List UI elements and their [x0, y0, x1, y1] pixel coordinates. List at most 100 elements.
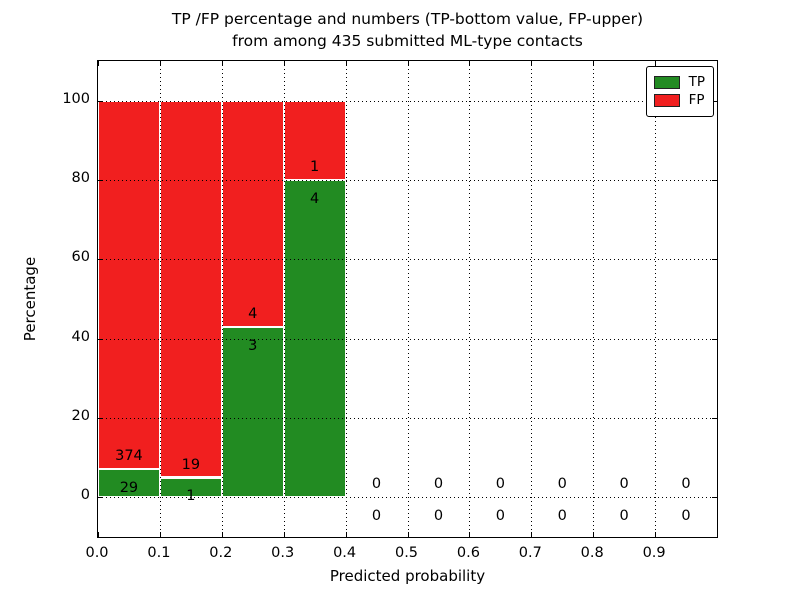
fp-count-label: 4 [248, 306, 258, 323]
x-tick-label: 0.5 [394, 545, 419, 561]
tp-bar-segment [221, 327, 284, 498]
tp-count-label: 0 [371, 508, 382, 525]
y-axis-tick-right [712, 100, 717, 102]
fp-count-label: 0 [557, 476, 567, 493]
x-tick-label: 0.1 [147, 545, 171, 561]
y-tick-label: 80 [71, 170, 90, 186]
x-tick-label: 0.8 [580, 545, 604, 561]
grid-line-vertical [345, 61, 347, 537]
x-axis-tick-top [531, 61, 533, 66]
x-axis-tick [531, 532, 533, 537]
grid-line-vertical [283, 61, 285, 537]
grid-line-horizontal [98, 497, 717, 499]
legend-item-fp: FP [653, 92, 705, 108]
legend: TP FP [645, 66, 714, 117]
grid-line-vertical [531, 61, 533, 537]
x-axis-tick-top [407, 61, 409, 66]
chart-title-line1: TP /FP percentage and numbers (TP-bottom… [171, 10, 644, 28]
fp-bar-segment [159, 100, 222, 478]
legend-label-fp: FP [688, 92, 705, 108]
fp-count-label: 0 [619, 476, 629, 493]
y-tick-label: 100 [62, 90, 90, 107]
y-axis-tick-right [712, 338, 717, 340]
x-tick-label: 0.2 [209, 545, 233, 561]
x-axis-tick [283, 532, 285, 537]
y-axis-tick [98, 497, 103, 499]
x-tick-label: 0.7 [518, 545, 542, 561]
fp-bar-segment [98, 100, 160, 469]
x-axis-tick [469, 532, 471, 537]
grid-line-vertical [593, 61, 595, 537]
grid-line-vertical [221, 61, 223, 537]
grid-line-vertical [407, 61, 409, 537]
y-axis-tick-right [712, 259, 717, 261]
fp-count-label: 0 [495, 476, 505, 493]
tp-count-label: 1 [186, 488, 196, 505]
plot-inner: 374 29 19 1 4 3 1 4 0 0 0 0 0 0 0 0 0 0 0 0 [98, 61, 717, 537]
x-axis-tick-top [593, 61, 595, 66]
grid-line-vertical [159, 61, 161, 537]
y-axis-tick [98, 338, 103, 340]
x-axis-tick [221, 532, 223, 537]
grid-line-vertical [655, 61, 657, 537]
x-axis-tick [655, 532, 657, 537]
x-tick-label: 0.3 [271, 545, 295, 561]
fp-count-label: 19 [181, 456, 201, 473]
y-tick-label: 20 [71, 408, 90, 424]
y-tick-label: 60 [71, 249, 90, 266]
y-axis-tick-right [712, 180, 717, 181]
x-tick-label: 0.9 [642, 545, 666, 561]
tp-color-swatch [653, 76, 680, 89]
tp-count-label: 4 [310, 190, 320, 207]
grid-line-horizontal [98, 100, 717, 102]
chart-title: TP /FP percentage and numbers (TP-bottom… [60, 8, 755, 52]
x-tick-label: 0.4 [333, 545, 357, 561]
x-axis-tick-top [221, 61, 223, 66]
fp-bar-segment [221, 100, 284, 328]
x-axis-tick-top [283, 61, 285, 66]
grid-line-horizontal [98, 259, 717, 261]
x-axis-tick [345, 532, 347, 537]
tp-count-label: 0 [619, 508, 629, 525]
grid-line-vertical [469, 61, 471, 537]
legend-label-tp: TP [688, 74, 705, 90]
x-axis-tick-top [345, 61, 347, 66]
y-axis-tick-right [712, 497, 717, 499]
x-axis-tick [407, 532, 409, 537]
fp-count-label: 1 [310, 159, 320, 176]
y-axis-label: Percentage [21, 256, 39, 342]
grid-line-horizontal [98, 180, 717, 181]
tp-bar-segment [98, 468, 160, 498]
y-axis-tick [98, 100, 103, 102]
x-tick-label: 0.6 [456, 545, 480, 561]
fp-count-label: 0 [681, 476, 691, 493]
grid-line-horizontal [98, 338, 717, 340]
tp-count-label: 0 [557, 508, 567, 525]
fp-count-label: 0 [371, 476, 382, 493]
y-axis-tick-right [712, 418, 717, 419]
tp-count-label: 0 [681, 508, 691, 525]
legend-item-tp: TP [653, 74, 705, 90]
fp-count-label: 0 [433, 476, 444, 493]
tp-count-label: 3 [248, 337, 258, 354]
y-axis-tick [98, 259, 103, 261]
tp-count-label: 0 [433, 508, 444, 525]
grid-line-horizontal [98, 418, 717, 419]
y-axis-tick [98, 418, 103, 419]
x-tick-label: 0.0 [85, 545, 109, 561]
x-axis-label: Predicted probability [329, 567, 486, 585]
plot-area: 374 29 19 1 4 3 1 4 0 0 0 0 0 0 0 0 0 0 0 0 TP FP [97, 60, 718, 538]
x-axis-tick [159, 532, 161, 537]
x-axis-tick-top [469, 61, 471, 66]
x-axis-tick [98, 532, 99, 537]
y-tick-label: 0 [80, 487, 90, 504]
y-tick-label: 40 [71, 328, 90, 345]
x-axis-tick-top [159, 61, 161, 66]
fp-count-label: 374 [115, 447, 143, 464]
tp-count-label: 0 [495, 508, 505, 525]
chart-title-line2: from among 435 submitted ML-type contact… [232, 32, 583, 50]
x-axis-tick-top [655, 61, 657, 66]
x-axis-tick-top [98, 61, 99, 66]
x-axis-tick [593, 532, 595, 537]
